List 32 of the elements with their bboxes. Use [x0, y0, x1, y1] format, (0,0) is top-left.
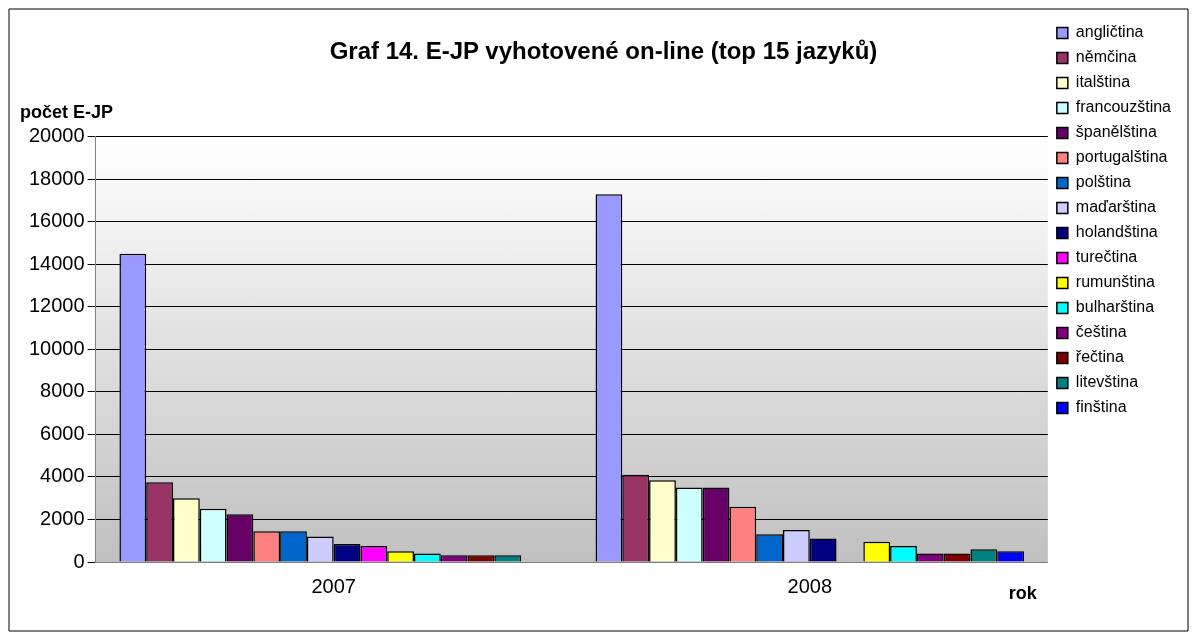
legend-label: portugalština	[1075, 148, 1168, 166]
legend-label: italština	[1075, 73, 1131, 91]
x-tick-label: 2007	[311, 574, 356, 597]
y-tick-label: 6000	[40, 421, 85, 444]
legend-label: polština	[1075, 173, 1132, 191]
y-tick-label: 0	[73, 549, 85, 572]
legend-label: rumunština	[1075, 273, 1156, 291]
legend-label: francouzština	[1075, 98, 1172, 116]
y-tick-label: 18000	[28, 166, 85, 189]
legend-label: němčina	[1075, 48, 1137, 66]
y-tick-label: 4000	[40, 464, 85, 487]
legend-label: maďarština	[1075, 198, 1157, 216]
y-tick-label: 12000	[28, 294, 85, 317]
x-axis-title: rok	[1008, 583, 1038, 603]
y-tick-label: 14000	[28, 251, 85, 274]
legend-label: turečtina	[1075, 248, 1138, 266]
legend-label: angličtina	[1075, 23, 1144, 41]
y-axis-title: počet E-JP	[20, 102, 114, 122]
y-tick-label: 20000	[28, 124, 85, 147]
y-tick-label: 16000	[28, 209, 85, 232]
y-tick-label: 10000	[28, 336, 85, 359]
legend-label: holandština	[1075, 223, 1158, 241]
legend-label: finština	[1075, 398, 1127, 416]
legend-label: litevština	[1075, 373, 1139, 391]
legend-label: bulharština	[1075, 298, 1155, 316]
legend-label: čeština	[1075, 323, 1127, 341]
y-tick-label: 8000	[40, 379, 85, 402]
legend-label: řečtina	[1075, 348, 1124, 366]
y-tick-label: 2000	[40, 507, 85, 529]
x-tick-label: 2008	[787, 574, 833, 597]
chart-title: Graf 14. E-JP vyhotovené on-line (top 15 jazyků)	[329, 37, 878, 65]
legend-label: španělština	[1075, 123, 1157, 141]
